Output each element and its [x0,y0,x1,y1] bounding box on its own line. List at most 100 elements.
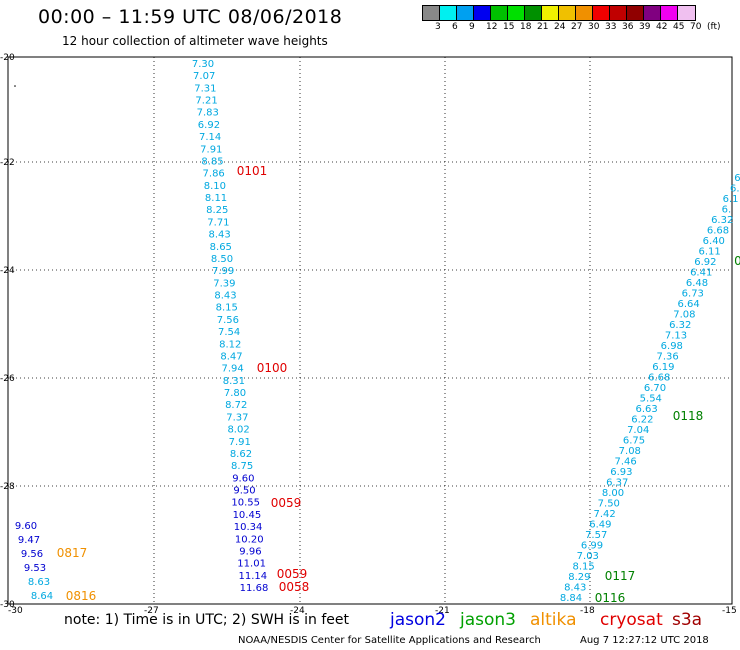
wave-height-value: 6.22 [631,415,653,426]
wave-height-value: 6.68 [707,226,729,237]
wave-height-value: 7.21 [195,96,217,107]
y-tick-label: -22 [0,158,15,168]
colorbar-swatch [491,6,508,20]
wave-height-value: 6.73 [682,289,704,300]
colorbar-label: 9 [469,22,475,32]
y-tick-label: -24 [0,266,15,276]
legend-item-cryosat: cryosat [600,610,663,630]
colorbar-swatch [525,6,542,20]
pass-time-label: 0101 [237,164,268,178]
y-tick-label: -30 [0,600,15,610]
wave-height-value: 7.31 [194,83,216,94]
y-tick-label: -20 [0,53,15,63]
colorbar-swatch [627,6,644,20]
wave-height-value: 8.11 [205,193,227,204]
wave-height-value: 7.30 [192,59,214,70]
colorbar-labels: 3 6 9 12 15 18 21 24 27 30 33 36 39 42 45 70 (ft) [422,22,722,34]
pass-time-label: 0118 [673,409,704,423]
pass-time-label: 0100 [257,361,288,375]
wave-height-value: 8.72 [225,400,247,411]
wave-height-value: 7.80 [224,388,246,399]
pass-time-label: 0 [734,254,740,268]
wave-height-value: 7.42 [593,509,615,520]
wave-height-value: 8.62 [230,449,252,460]
colorbar-label: 42 [656,22,668,32]
plot-frame [7,56,733,605]
wave-height-value: 6.11 [698,247,720,258]
x-tick-label: -27 [144,606,159,616]
footer-note: note: 1) Time is in UTC; 2) SWH is in fe… [64,612,350,628]
map-dot [14,85,16,87]
wave-height-value: 7.13 [665,331,687,342]
wave-height-value: 10.34 [234,522,263,533]
wave-height-value: 8.63 [28,577,50,588]
colorbar-label: 33 [605,22,617,32]
wave-height-value: 6.93 [610,467,632,478]
wave-height-value: 6.37 [606,478,628,489]
wave-height-value: 9.50 [233,486,255,497]
wave-height-value: 9.56 [21,549,43,560]
legend-item-s3a: s3a [672,610,703,630]
footer-timestamp: Aug 7 12:27:12 UTC 2018 [580,635,709,646]
pass-time-label: 0058 [279,580,310,594]
pass-time-label: 0816 [66,589,97,603]
wave-height-value: 8.02 [227,425,249,436]
x-tick-label: -18 [580,606,595,616]
wave-height-value: 7.14 [199,132,221,143]
wave-height-value: 8.85 [201,156,223,167]
wave-height-value: 9.53 [24,563,46,574]
wave-height-value: 8.43 [208,230,230,241]
wave-height-value: 7.83 [197,108,219,119]
legend-item-jason2: jason2 [390,610,446,630]
wave-height-value: 6.49 [589,520,611,531]
wave-height-value: 6.92 [198,120,220,131]
wave-height-value: 9.96 [239,546,261,557]
wave-height-value: 8.15 [572,562,594,573]
colorbar-label: 45 [673,22,685,32]
wave-height-value: 8.15 [216,303,238,314]
satellite-legend: jason2 jason3 altika cryosat s3a [0,610,740,632]
wave-height-value: 7.91 [229,437,251,448]
wave-height-value: 6. [730,184,740,195]
wave-height-value: 8.25 [206,205,228,216]
wave-height-value: 7.08 [673,310,695,321]
colorbar-swatch [474,6,491,20]
wave-height-value: 6. [722,205,732,216]
wave-height-value: 7.54 [218,327,240,338]
wave-height-value: 9.60 [232,473,254,484]
wave-height-value: 7.37 [226,412,248,423]
colorbar-label: 6 [452,22,458,32]
colorbar-swatch [508,6,525,20]
wave-height-value: 8.00 [602,488,624,499]
wave-height-value: 6.70 [644,383,666,394]
colorbar-swatch [423,6,440,20]
colorbar-label: 27 [571,22,583,32]
wave-height-value: 7.04 [627,425,649,436]
x-tick-label: -24 [290,606,305,616]
colorbar-label: 30 [588,22,600,32]
colorbar-swatch [661,6,678,20]
wave-height-value: 8.64 [31,591,53,602]
wave-height-value: 10.55 [231,498,260,509]
wave-height-value: 6.40 [703,236,725,247]
y-tick-label: -28 [0,482,15,492]
colorbar-label: 21 [537,22,549,32]
wave-height-value: 6.19 [652,362,674,373]
wave-height-value: 6.98 [661,341,683,352]
wave-height-value: 7.39 [213,278,235,289]
wave-height-value: 11.68 [240,583,269,594]
map-subtitle: 12 hour collection of altimeter wave hei… [62,34,328,48]
wave-height-value: 8.43 [214,291,236,302]
wave-height-value: 6. [734,173,740,184]
wave-height-value: 8.84 [560,593,582,604]
wave-height-value: 8.12 [219,339,241,350]
pass-time-label: 0059 [277,567,308,581]
map-title: 00:00 – 11:59 UTC 08/06/2018 [38,6,343,28]
colorbar-label: (ft) [707,22,721,32]
wave-height-value: 5.54 [640,394,662,405]
colorbar-swatch [576,6,593,20]
wave-height-value: 7.94 [222,364,244,375]
wave-height-value: 6.92 [694,257,716,268]
wave-height-value: 7.56 [217,315,239,326]
